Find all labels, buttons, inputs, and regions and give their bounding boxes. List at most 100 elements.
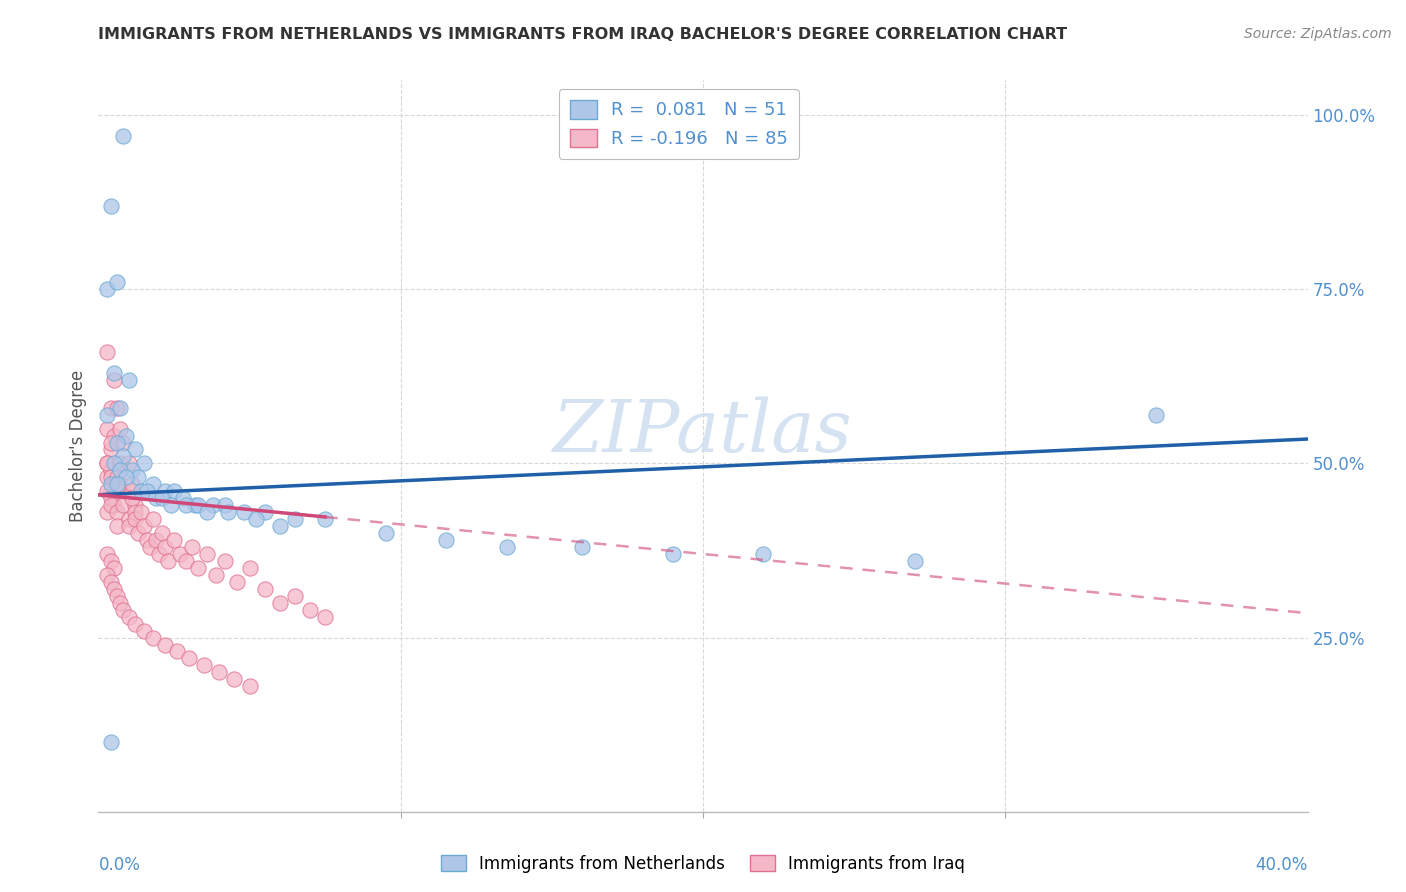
Point: [105, 435, 128, 450]
Point: [118, 457, 141, 471]
Point: [132, 624, 155, 638]
Point: [124, 498, 146, 512]
Point: [142, 631, 165, 645]
Point: [195, 547, 218, 561]
Point: [118, 609, 141, 624]
Point: [96, 457, 118, 471]
Point: [105, 401, 128, 415]
Point: [124, 512, 146, 526]
Point: [108, 596, 131, 610]
Point: [187, 561, 209, 575]
Point: [129, 484, 152, 499]
Point: [105, 275, 128, 289]
Text: IMMIGRANTS FROM NETHERLANDS VS IMMIGRANTS FROM IRAQ BACHELOR'S DEGREE CORRELATIO: IMMIGRANTS FROM NETHERLANDS VS IMMIGRANT…: [98, 27, 1067, 42]
Point: [202, 498, 225, 512]
Point: [226, 574, 249, 589]
Point: [100, 491, 122, 506]
Point: [232, 505, 254, 519]
Point: [111, 603, 134, 617]
Point: [103, 561, 125, 575]
Point: [172, 491, 194, 506]
Legend: R =  0.081   N = 51, R = -0.196   N = 85: R = 0.081 N = 51, R = -0.196 N = 85: [558, 89, 799, 159]
Point: [100, 554, 122, 568]
Point: [150, 491, 173, 506]
Point: [108, 421, 131, 435]
Point: [135, 533, 157, 547]
Point: [174, 554, 197, 568]
Point: [135, 484, 157, 499]
Point: [163, 484, 186, 499]
Point: [434, 533, 457, 547]
Point: [105, 470, 128, 484]
Point: [752, 547, 775, 561]
Point: [124, 442, 146, 457]
Legend: Immigrants from Netherlands, Immigrants from Iraq: Immigrants from Netherlands, Immigrants …: [434, 848, 972, 880]
Point: [105, 477, 128, 491]
Point: [103, 373, 125, 387]
Point: [105, 519, 128, 533]
Point: [132, 519, 155, 533]
Text: ZIPatlas: ZIPatlas: [553, 396, 853, 467]
Point: [129, 505, 152, 519]
Point: [96, 345, 118, 359]
Point: [100, 199, 122, 213]
Point: [103, 457, 125, 471]
Point: [374, 526, 396, 541]
Point: [224, 673, 246, 687]
Point: [100, 401, 122, 415]
Point: [96, 282, 118, 296]
Point: [100, 477, 122, 491]
Point: [139, 540, 162, 554]
Point: [239, 679, 262, 693]
Point: [160, 498, 183, 512]
Text: 0.0%: 0.0%: [98, 855, 141, 873]
Point: [96, 505, 118, 519]
Point: [284, 512, 307, 526]
Point: [269, 596, 291, 610]
Point: [111, 450, 134, 464]
Point: [193, 658, 215, 673]
Point: [181, 540, 204, 554]
Point: [166, 644, 188, 658]
Point: [153, 638, 176, 652]
Point: [121, 463, 143, 477]
Point: [1144, 408, 1167, 422]
Point: [314, 512, 336, 526]
Point: [153, 484, 176, 499]
Point: [284, 589, 307, 603]
Point: [96, 567, 118, 582]
Point: [103, 428, 125, 442]
Text: 40.0%: 40.0%: [1256, 855, 1308, 873]
Point: [96, 547, 118, 561]
Point: [114, 428, 136, 442]
Point: [103, 366, 125, 380]
Point: [108, 477, 131, 491]
Point: [100, 498, 122, 512]
Point: [142, 477, 165, 491]
Point: [111, 128, 134, 143]
Point: [103, 477, 125, 491]
Point: [118, 512, 141, 526]
Point: [100, 470, 122, 484]
Point: [179, 651, 201, 665]
Point: [111, 484, 134, 499]
Point: [148, 547, 170, 561]
Point: [127, 526, 149, 541]
Point: [195, 505, 218, 519]
Point: [169, 547, 191, 561]
Point: [299, 603, 322, 617]
Point: [214, 554, 236, 568]
Point: [96, 470, 118, 484]
Point: [121, 477, 143, 491]
Point: [184, 498, 207, 512]
Y-axis label: Bachelor's Degree: Bachelor's Degree: [69, 370, 87, 522]
Point: [314, 609, 336, 624]
Point: [100, 735, 122, 749]
Point: [124, 505, 146, 519]
Point: [174, 498, 197, 512]
Point: [100, 463, 122, 477]
Point: [239, 561, 262, 575]
Point: [96, 484, 118, 499]
Point: [96, 421, 118, 435]
Point: [103, 498, 125, 512]
